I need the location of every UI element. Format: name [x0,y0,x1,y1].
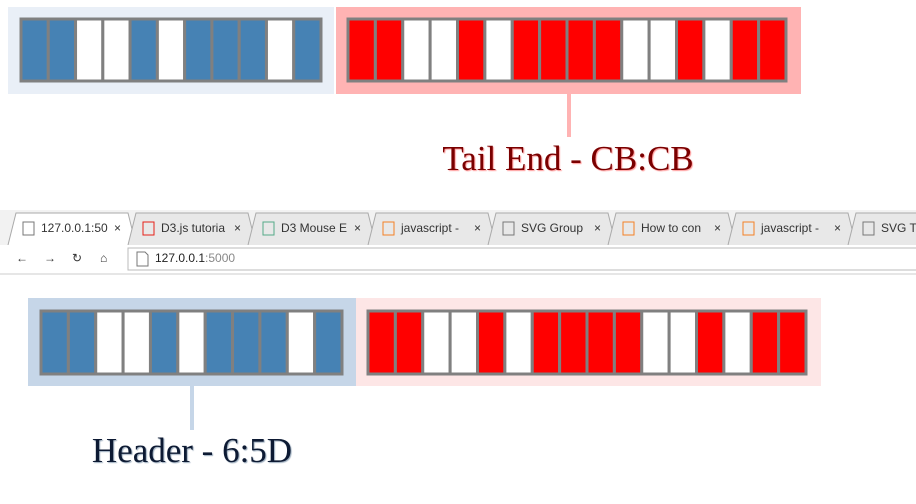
bit-cell [695,309,726,376]
tab-close: × [234,221,241,235]
page-icon [136,251,149,267]
bit-cell [483,17,514,83]
bit-cell [258,309,289,376]
bit-cell [722,309,753,376]
bit-cell [565,17,596,83]
bit-cell [592,17,624,83]
bit-cell [503,309,534,376]
bit-cell [777,309,808,376]
url-port: :5000 [205,251,235,265]
bit-cell [264,17,296,83]
bit-cell [366,309,397,376]
bit-cell [19,17,50,83]
bit-cell [231,309,262,376]
bit-cell [101,17,132,83]
home-button[interactable]: ⌂ [100,251,107,265]
back-button[interactable]: ← [16,251,28,265]
tab-title: SVG Group [521,221,583,235]
bit-cell [128,17,159,83]
bit-cell [373,17,405,83]
bit-cell [39,309,70,376]
tab-close: × [354,221,361,235]
bit-cell [729,17,761,83]
bit-cell [285,309,317,376]
bit-cell [148,309,180,376]
bit-cell [346,17,377,83]
bit-cell [94,309,125,376]
tab-close: × [594,221,601,235]
url: 127.0.0.1:5000 [155,251,235,265]
bit-cell [538,17,569,83]
tab-title: D3.js tutoria [161,221,225,235]
tab-icon [742,221,755,236]
tail-label: Tail End - CB:CB [442,139,693,178]
tab-icon [22,221,35,236]
bit-cell [476,309,507,376]
bit-cell [313,309,344,376]
bit-cell [210,17,241,83]
bit-cell [66,309,98,376]
tabs: 127.0.0.1:50 × D3.js tutoria × D3 Mouse E × ja… [7,212,916,246]
bit-cell [647,17,678,83]
tab-close: × [834,221,841,235]
bit-cell [176,309,207,376]
bit-cell [757,17,788,83]
tab-icon [502,221,515,236]
tab-title: SVG Te [881,221,916,235]
address-bar[interactable] [127,247,916,271]
bit-cell [74,17,105,83]
bit-cell [393,309,425,376]
bit-cell [448,309,479,376]
tab-icon [862,221,875,236]
tab-icon [262,221,275,236]
bit-cell [428,17,459,83]
tab-title: javascript - [400,221,459,235]
bit-cell [530,309,562,376]
url-host: 127.0.0.1 [155,251,205,265]
bit-cell [640,309,671,376]
bit-cell [510,17,542,83]
tab-title: 127.0.0.1:50 [41,221,108,235]
tab-icon [382,221,395,236]
bit-cell [237,17,268,83]
tab[interactable] [847,212,916,246]
bit-cell [558,309,589,376]
tab-icon [142,221,155,236]
tab-title: javascript - [760,221,819,235]
bit-cell [121,309,152,376]
header-label: Header - 6:5D [92,431,292,470]
bit-cell [749,309,781,376]
bit-cell [456,17,487,83]
reload-button[interactable]: ↻ [72,251,82,265]
tab-close: × [114,221,121,235]
bit-cell [401,17,432,83]
bit-cell [612,309,644,376]
bit-cell [667,309,698,376]
bit-cell [585,309,616,376]
bit-cell [675,17,706,83]
bit-cell [702,17,733,83]
tab-title: D3 Mouse E [281,221,347,235]
forward-button[interactable]: → [44,251,56,265]
bit-cell [155,17,187,83]
bit-cell [183,17,214,83]
tab-close: × [474,221,481,235]
tab-close: × [714,221,721,235]
bit-cell [421,309,452,376]
bit-cell [46,17,78,83]
bit-cell [203,309,235,376]
bit-cell [292,17,323,83]
bit-cell [620,17,651,83]
tab-icon [622,221,635,236]
tab-title: How to con [641,221,701,235]
